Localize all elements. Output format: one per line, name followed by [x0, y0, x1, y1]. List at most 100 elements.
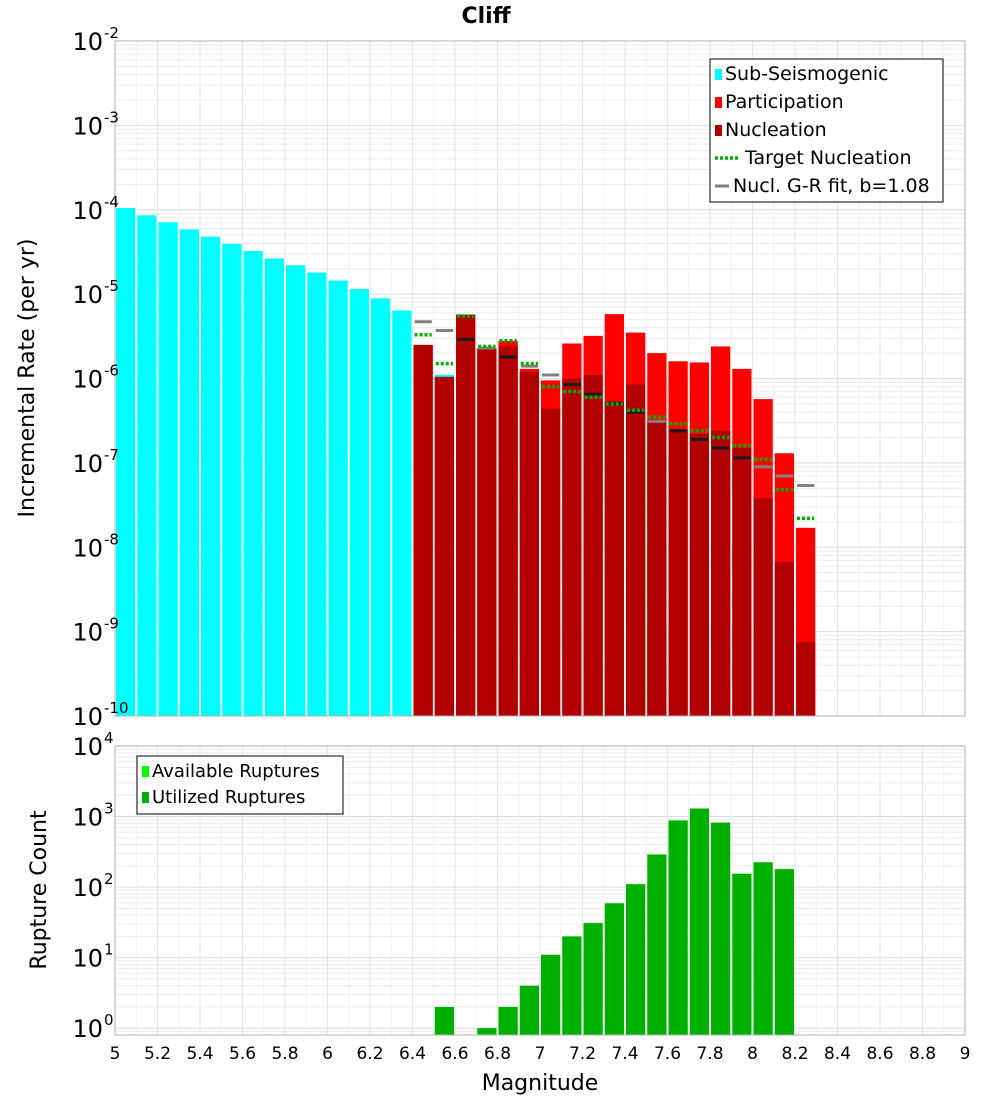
nucleation-bar [774, 561, 794, 716]
top-y-tick-label: 10 [72, 703, 103, 731]
utilized-ruptures-bar [519, 985, 539, 1035]
x-tick-label: 6.4 [399, 1044, 426, 1064]
x-tick-label: 8 [747, 1044, 758, 1064]
top-y-tick-exponent: -10 [104, 699, 129, 717]
sub-seismogenic-bar [264, 258, 284, 716]
sub-seismogenic-bar [328, 280, 348, 716]
top-legend-swatch [715, 97, 722, 108]
sub-seismogenic-bar [286, 265, 306, 716]
utilized-ruptures-bar [774, 869, 794, 1035]
sub-seismogenic-bar [179, 229, 199, 716]
nucleation-bar [732, 448, 752, 716]
utilized-ruptures-bar [562, 936, 582, 1035]
utilized-ruptures-bar [541, 954, 561, 1035]
top-y-tick-exponent: -2 [104, 24, 119, 42]
sub-seismogenic-bar [243, 250, 263, 716]
utilized-ruptures-bar [498, 1006, 518, 1035]
x-tick-label: 9 [960, 1044, 971, 1064]
bottom-y-tick-label: 10 [72, 874, 103, 902]
nucleation-bar [583, 375, 603, 716]
top-legend-box [709, 58, 944, 203]
bottom-legend-label: Utilized Ruptures [152, 787, 305, 808]
nucleation-bar [668, 429, 688, 716]
top-y-tick-exponent: -3 [104, 108, 119, 126]
utilized-ruptures-bar [477, 1028, 497, 1035]
x-tick-label: 7.4 [611, 1044, 638, 1064]
top-y-tick-label: 10 [72, 28, 103, 56]
x-tick-label: 8.2 [781, 1044, 808, 1064]
top-y-tick-label: 10 [72, 619, 103, 647]
nucleation-bar [519, 371, 539, 716]
x-tick-label: 5 [110, 1044, 121, 1064]
utilized-ruptures-bar [753, 862, 773, 1035]
utilized-ruptures-bar [689, 808, 709, 1035]
top-y-axis-label: Incremental Rate (per yr) [15, 239, 40, 518]
nucleation-bar [796, 642, 816, 716]
top-y-tick-exponent: -6 [104, 362, 119, 380]
top-plot: 10-210-310-410-510-610-710-810-910 -10Sub… [72, 24, 966, 731]
nucleation-bar [456, 314, 476, 716]
top-y-tick-exponent: -9 [104, 615, 119, 633]
nucleation-bar [604, 401, 624, 716]
nucleation-bar [434, 376, 454, 716]
utilized-ruptures-bar [668, 820, 688, 1035]
sub-seismogenic-bar [201, 236, 221, 716]
top-y-tick-label: 10 [72, 197, 103, 225]
x-tick-label: 8.4 [824, 1044, 851, 1064]
x-tick-label: 8.6 [866, 1044, 893, 1064]
x-tick-label: 7.2 [569, 1044, 596, 1064]
x-axis-label: Magnitude [482, 1071, 599, 1096]
sub-seismogenic-bar [137, 215, 157, 717]
sub-seismogenic-bar [349, 289, 369, 716]
top-y-tick-exponent: -5 [104, 277, 119, 295]
bottom-y-tick-exponent: 3 [104, 800, 114, 818]
utilized-ruptures-bar [604, 903, 624, 1035]
nucleation-bar [477, 349, 497, 716]
top-y-tick-label: 10 [72, 366, 103, 394]
bottom-legend-box [136, 755, 344, 815]
nucleation-bar [413, 344, 433, 716]
bottom-legend-swatch [142, 792, 149, 803]
x-tick-label: 7.8 [696, 1044, 723, 1064]
top-legend-swatch [715, 69, 722, 80]
x-tick-label: 6.6 [441, 1044, 468, 1064]
top-y-tick-label: 10 [72, 281, 103, 309]
nucleation-bar [753, 498, 773, 716]
utilized-ruptures-bar [711, 822, 731, 1035]
top-legend-label: Sub-Seismogenic [725, 63, 889, 85]
x-tick-label: 6.8 [484, 1044, 511, 1064]
top-y-tick-exponent: -7 [104, 446, 119, 464]
x-tick-label: 6.2 [356, 1044, 383, 1064]
utilized-ruptures-bar [583, 922, 603, 1035]
utilized-ruptures-bar [434, 1006, 454, 1035]
bottom-legend-label: Available Ruptures [152, 761, 320, 782]
bottom-y-tick-exponent: 0 [104, 1011, 114, 1029]
x-tick-label: 5.8 [271, 1044, 298, 1064]
x-tick-label: 5.2 [144, 1044, 171, 1064]
sub-seismogenic-bar [116, 207, 136, 716]
x-tick-label: 5.4 [186, 1044, 213, 1064]
nucleation-bar [562, 378, 582, 716]
top-legend-label: Nucl. G-R fit, b=1.08 [733, 175, 930, 197]
sub-seismogenic-bar [307, 272, 327, 716]
top-legend-label: Nucleation [725, 119, 827, 141]
top-legend-swatch [715, 125, 722, 136]
utilized-ruptures-bar [732, 873, 752, 1035]
bottom-y-tick-label: 10 [72, 804, 103, 832]
top-y-tick-exponent: -4 [104, 193, 119, 211]
nucleation-bar [711, 430, 731, 716]
sub-seismogenic-bar [222, 243, 242, 717]
nucleation-bar [626, 384, 646, 716]
bottom-plot-border [114, 745, 966, 1036]
bottom-y-tick-exponent: 2 [104, 870, 114, 888]
top-y-tick-label: 10 [72, 534, 103, 562]
x-tick-label: 6 [322, 1044, 333, 1064]
nucleation-bar [498, 346, 518, 716]
x-tick-label: 8.8 [909, 1044, 936, 1064]
top-y-tick-label: 10 [72, 112, 103, 140]
chart-title: Cliff [461, 4, 511, 29]
x-tick-label: 5.6 [229, 1044, 256, 1064]
sub-seismogenic-bar [371, 298, 391, 716]
